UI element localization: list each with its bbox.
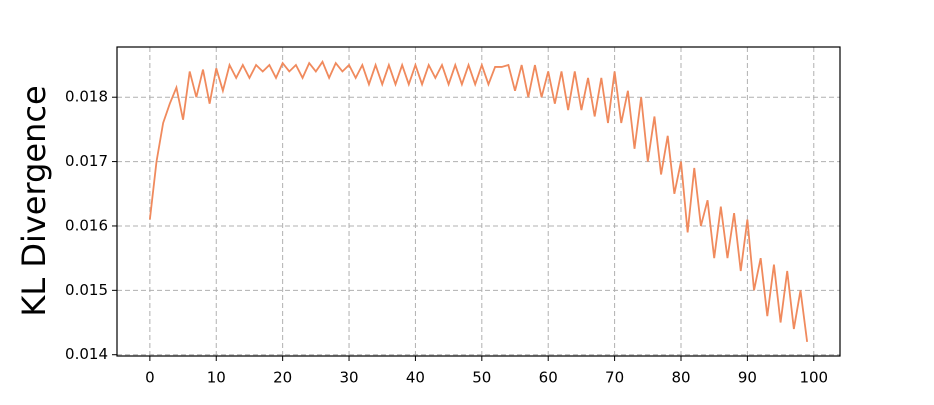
x-tick-label: 100: [799, 369, 828, 387]
y-tick-label: 0.015: [65, 281, 108, 299]
x-tick-label: 80: [671, 369, 690, 387]
y-tick-label: 0.018: [65, 88, 108, 106]
plot-frame: [116, 46, 841, 357]
y-tick-label: 0.017: [65, 152, 108, 170]
y-tick-label: 0.016: [65, 216, 108, 234]
x-tick-label: 30: [339, 369, 358, 387]
x-tick-label: 70: [605, 369, 624, 387]
x-tick-label: 10: [207, 369, 226, 387]
y-tick-label: 0.014: [65, 345, 108, 363]
x-tick-label: 90: [738, 369, 757, 387]
y-axis-label: KL Divergence: [15, 85, 53, 316]
x-tick-label: 50: [472, 369, 491, 387]
x-tick-label: 40: [406, 369, 425, 387]
x-tick-label: 0: [145, 369, 155, 387]
x-tick-label: 60: [539, 369, 558, 387]
x-tick-label: 20: [273, 369, 292, 387]
line-series: [148, 59, 809, 342]
